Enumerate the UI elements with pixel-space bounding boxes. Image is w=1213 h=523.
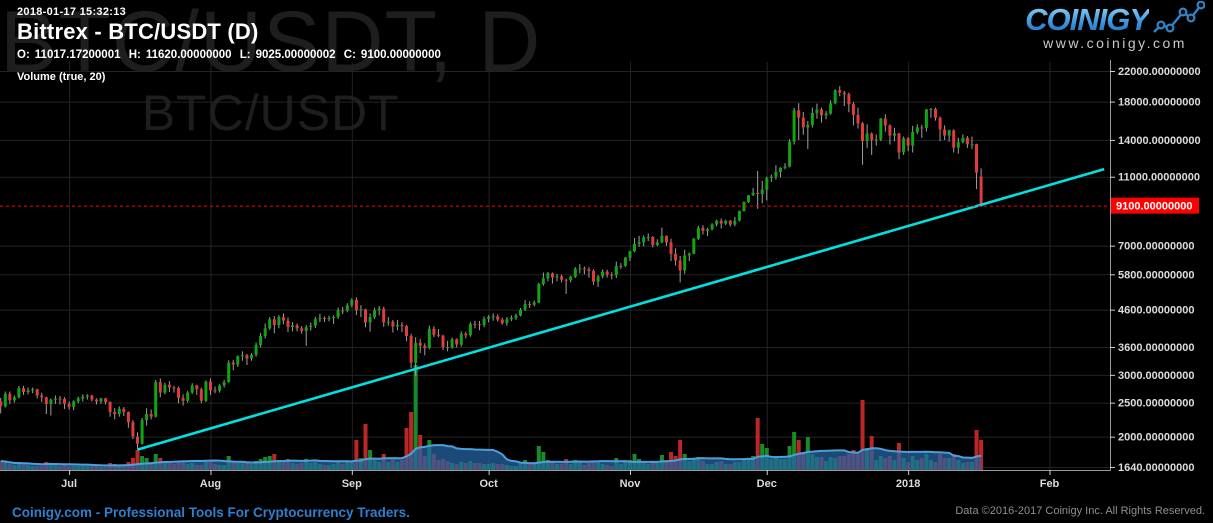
- svg-text:2000.00000000: 2000.00000000: [1118, 432, 1194, 444]
- volume-indicator-label: Volume (true, 20): [17, 71, 106, 83]
- ohlc-low-value: 9025.00000002: [255, 49, 336, 61]
- watermark-symbol: BTC/USDT: [141, 85, 400, 141]
- svg-text:Jul: Jul: [61, 478, 77, 490]
- svg-text:Nov: Nov: [620, 478, 642, 490]
- svg-text:7000.00000000: 7000.00000000: [1118, 241, 1194, 253]
- svg-text:Sep: Sep: [342, 478, 362, 490]
- ohlc-open-label: O:: [17, 49, 30, 61]
- ohlc-readout: O: 11017.17200001 H: 11620.00000000 L: 9025…: [17, 49, 446, 61]
- ohlc-high-value: 11620.00000000: [145, 49, 232, 61]
- svg-text:Aug: Aug: [200, 478, 221, 490]
- coinigy-logo: COINIGY www.coinigy.com: [1025, 0, 1206, 51]
- gridlines: [0, 62, 1110, 470]
- ohlc-close-label: C:: [343, 49, 356, 61]
- last-price-tag-label: 9100.00000000: [1116, 201, 1192, 213]
- ohlc-low-label: L:: [239, 49, 251, 61]
- ohlc-high-label: H:: [128, 49, 141, 61]
- candlestick-series: [0, 86, 983, 450]
- footer-tagline: Coinigy.com - Professional Tools For Cry…: [12, 505, 410, 520]
- ohlc-open-value: 11017.17200001: [34, 49, 121, 61]
- watermark-symbol-interval: BTC/USDT, D: [0, 0, 542, 90]
- svg-text:14000.00000000: 14000.00000000: [1118, 135, 1201, 147]
- svg-text:2018: 2018: [896, 478, 920, 490]
- footer-copyright: Data ©2016-2017 Coinigy Inc. All Rights …: [955, 505, 1205, 517]
- svg-text:18000.00000000: 18000.00000000: [1118, 97, 1201, 109]
- svg-text:Dec: Dec: [757, 478, 777, 490]
- trendline[interactable]: [137, 167, 1105, 451]
- volume-ma-area: [0, 445, 982, 470]
- svg-text:3600.00000000: 3600.00000000: [1118, 342, 1194, 354]
- last-price-tag: [1111, 197, 1199, 214]
- ohlc-close-value: 9100.00000000: [360, 49, 441, 61]
- volume-ma-line: [0, 444, 982, 467]
- line-chart-icon: [1153, 0, 1206, 40]
- chart-watermark: BTC/USDT, D BTC/USDT: [0, 0, 541, 142]
- price-axis[interactable]: 22000.00000000 18000.00000000 14000.000000…: [1110, 66, 1201, 474]
- axes: [0, 60, 1111, 471]
- time-axis[interactable]: Jul Aug Sep Oct Nov Dec 2018 Feb: [61, 470, 1060, 490]
- svg-text:Oct: Oct: [479, 478, 498, 490]
- coinigy-brand-text: COINIGY: [1025, 2, 1150, 37]
- svg-text:4600.00000000: 4600.00000000: [1118, 305, 1194, 317]
- svg-text:3000.00000000: 3000.00000000: [1118, 370, 1194, 382]
- svg-text:22000.00000000: 22000.00000000: [1118, 66, 1201, 78]
- chart-title: Bittrex - BTC/USDT (D): [17, 19, 259, 44]
- svg-text:1640.00000000: 1640.00000000: [1118, 462, 1194, 474]
- chart-timestamp: 2018-01-17 15:32:13: [17, 6, 127, 18]
- coinigy-url: www.coinigy.com: [1043, 35, 1187, 51]
- svg-text:5800.00000000: 5800.00000000: [1118, 269, 1194, 281]
- svg-text:Feb: Feb: [1040, 478, 1060, 490]
- svg-text:2500.00000000: 2500.00000000: [1118, 398, 1194, 410]
- svg-text:11000.00000000: 11000.00000000: [1118, 172, 1200, 184]
